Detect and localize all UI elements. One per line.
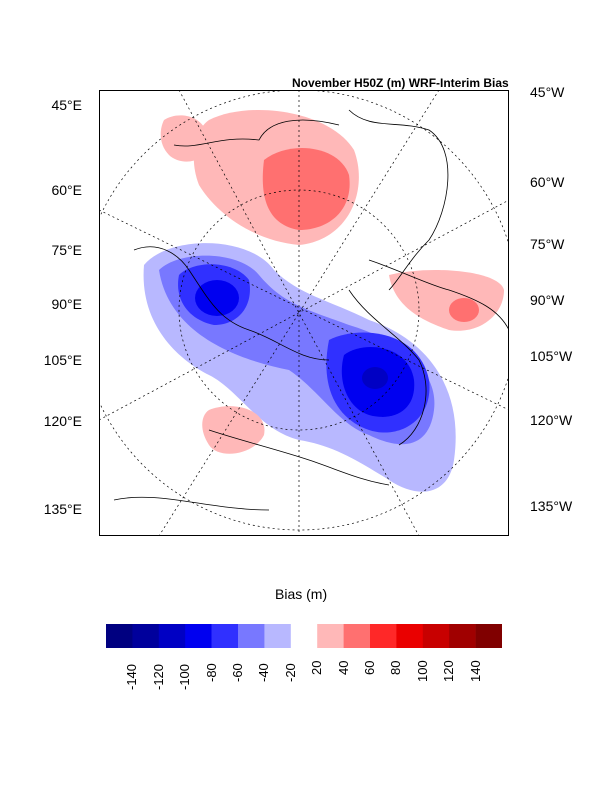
colorbar-swatch: [106, 624, 133, 648]
colorbar-tick-label: 60: [362, 660, 377, 675]
graticule: [99, 90, 509, 536]
left-tick-label: 120°E: [43, 413, 82, 429]
colorbar-swatch: [264, 624, 292, 648]
colorbar-swatch: [317, 624, 344, 648]
colorbar-swatch: [343, 624, 371, 648]
right-tick-label: 90°W: [530, 292, 565, 308]
right-tick-label: 60°W: [530, 174, 565, 190]
colorbar-swatch: [132, 624, 160, 648]
colorbar-tick-label: -40: [256, 663, 272, 683]
colorbar-swatch: [475, 624, 502, 648]
colorbar-swatch: [396, 624, 424, 648]
contour-pos-40-east: [389, 270, 504, 331]
contour-pos-60-east: [449, 298, 479, 322]
colorbar-tick-label: -60: [230, 663, 245, 683]
right-tick-label: 120°W: [530, 412, 573, 428]
colorbar-swatch: [158, 624, 186, 648]
coastlines: [113, 109, 509, 511]
colorbar-tick-label: 100: [414, 660, 430, 683]
colorbar-tick-label: -20: [282, 663, 298, 683]
colorbar-swatch: [238, 624, 265, 648]
colorbar-tick-label: -80: [203, 663, 219, 683]
colorbar-tick-label: 80: [388, 660, 404, 675]
left-tick-label: 75°E: [51, 242, 82, 258]
colorbar-tick-label: 140: [467, 660, 483, 683]
colorbar-tick-label: 40: [335, 660, 351, 675]
contour-neg-80-west: [195, 280, 239, 316]
left-tick-label: 105°E: [43, 352, 82, 368]
colorbar-tick-label: 120: [441, 660, 457, 683]
right-tick-label: 45°W: [530, 84, 565, 100]
right-tick-label: 75°W: [530, 236, 565, 252]
colorbar-tick-label: -140: [124, 663, 140, 690]
colorbar: [106, 624, 502, 648]
colorbar-swatch: [370, 624, 397, 648]
left-tick-label: 90°E: [51, 296, 82, 312]
colorbar-swatch: [449, 624, 476, 648]
left-tick-label: 45°E: [51, 97, 82, 113]
contour-neg-100-center: [362, 367, 388, 389]
contour-pos-40-sw: [202, 406, 265, 454]
colorbar-swatch: [185, 624, 212, 648]
right-tick-label: 135°W: [530, 498, 573, 514]
colorbar-tick-label: 20: [309, 660, 325, 675]
right-tick-label: 105°W: [530, 348, 573, 364]
colorbar-tick-label: -100: [177, 663, 193, 690]
map-panel: [99, 90, 509, 536]
colorbar-swatch: [290, 624, 318, 648]
left-tick-label: 135°E: [43, 501, 82, 517]
plot-title: November H50Z (m) WRF-Interim Bias: [292, 76, 509, 90]
colorbar-swatch: [422, 624, 450, 648]
contour-pos-60-north: [262, 148, 350, 230]
left-tick-label: 60°E: [51, 182, 82, 198]
colorbar-label: Bias (m): [275, 586, 328, 602]
contour-pos-40-nw: [160, 115, 209, 162]
colorbar-swatch: [211, 624, 239, 648]
colorbar-tick-label: -120: [150, 663, 166, 690]
